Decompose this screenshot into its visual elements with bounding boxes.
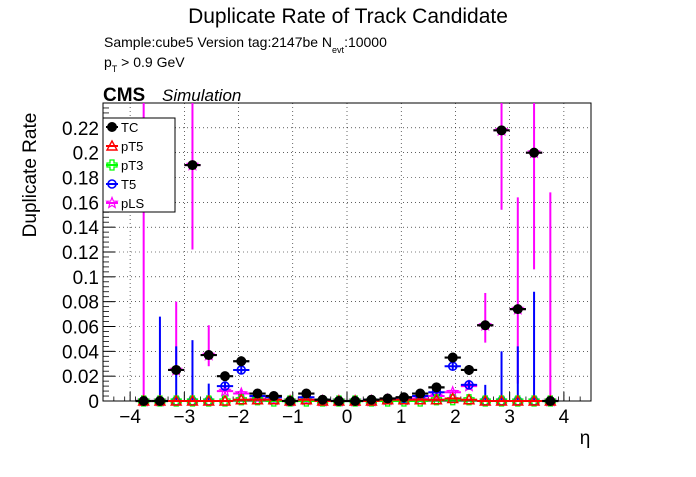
- data-point: [236, 356, 247, 367]
- data-point: [171, 364, 182, 375]
- x-tick-label: 0: [342, 407, 353, 428]
- data-point: [382, 393, 393, 404]
- data-point: [268, 391, 279, 402]
- legend: TC pT5 pT3 T5 pLS: [102, 117, 176, 213]
- y-tick-label: 0.14: [62, 218, 99, 239]
- legend-marker-pT5: [105, 139, 119, 151]
- data-point: [430, 393, 443, 405]
- data-point: [496, 125, 507, 136]
- pt-cut-tail: > 0.9 GeV: [117, 54, 185, 70]
- y-tick-label: 0.1: [73, 268, 99, 289]
- legend-marker-T5: [107, 179, 117, 189]
- data-point: [527, 394, 541, 406]
- grid: [103, 103, 591, 401]
- series-pLS: [135, 103, 559, 407]
- data-point: [138, 396, 149, 406]
- x-tick-label: 3: [504, 407, 515, 428]
- legend-label-TC: TC: [121, 120, 138, 135]
- simulation-label: Simulation: [162, 86, 241, 105]
- data-point: [462, 393, 476, 405]
- y-tick-label: 0: [88, 392, 99, 413]
- x-tick-label: −4: [119, 407, 141, 428]
- data-point: [512, 304, 523, 315]
- x-tick-label: −3: [173, 407, 195, 428]
- sample-info: Sample:cube5 Version tag:2147be Nevt:100…: [104, 34, 387, 55]
- data-point: [301, 388, 312, 399]
- data-point: [529, 147, 540, 158]
- legend-marker-pT3: [106, 159, 118, 171]
- pt-cut-p: p: [104, 54, 112, 70]
- data-point: [545, 396, 556, 406]
- series-layer: [135, 103, 559, 407]
- data-point: [480, 320, 491, 331]
- data-point: [414, 393, 427, 405]
- data-point: [366, 394, 377, 405]
- data-point: [464, 380, 474, 390]
- data-point: [220, 381, 230, 391]
- data-point: [251, 393, 264, 405]
- x-tick-label: −1: [282, 407, 304, 428]
- data-point: [187, 160, 198, 171]
- y-tick-label: 0.18: [62, 169, 99, 190]
- data-point: [202, 394, 215, 406]
- y-axis-title: Duplicate Rate: [20, 113, 41, 238]
- x-tick-label: 4: [559, 407, 570, 428]
- data-point: [154, 396, 165, 406]
- data-point: [431, 382, 442, 393]
- data-point: [285, 396, 296, 406]
- data-point: [495, 394, 508, 406]
- y-tick-label: 0.04: [62, 342, 99, 363]
- data-point: [218, 383, 232, 397]
- data-point: [203, 350, 214, 361]
- y-tick-label: 0.06: [62, 318, 99, 339]
- sample-info-sub: evt: [332, 45, 345, 55]
- legend-label-T5: T5: [121, 177, 136, 192]
- cms-label: CMS: [103, 85, 145, 106]
- pt-cut: pT > 0.9 GeV: [104, 54, 185, 74]
- data-point: [218, 394, 232, 406]
- y-tick-label: 0.08: [62, 293, 99, 314]
- x-tick-label: 1: [396, 407, 407, 428]
- pt-cut-sub: T: [112, 64, 118, 74]
- x-axis-title: η: [580, 428, 591, 449]
- data-point: [170, 394, 183, 406]
- data-point: [300, 393, 313, 405]
- data-point: [333, 396, 344, 406]
- x-tick-label: 2: [450, 407, 461, 428]
- x-tick-label: −2: [228, 407, 250, 428]
- data-point: [350, 396, 361, 406]
- data-point: [464, 364, 474, 375]
- data-point: [220, 371, 230, 382]
- series-TC: [135, 125, 559, 406]
- data-point: [479, 394, 492, 406]
- data-point: [252, 388, 263, 399]
- y-tick-label: 0.2: [73, 144, 99, 165]
- data-point: [398, 392, 409, 403]
- sample-info-main: Sample:cube5 Version tag:2147be N: [104, 34, 332, 50]
- y-tick-label: 0.12: [62, 243, 99, 264]
- data-point: [415, 388, 426, 399]
- data-point: [235, 393, 248, 405]
- legend-label-pT5: pT5: [121, 139, 143, 154]
- data-point: [186, 394, 199, 406]
- data-point: [446, 392, 459, 404]
- legend-marker-pLS: [105, 195, 119, 209]
- data-point: [447, 352, 458, 363]
- y-tick-label: 0.02: [62, 367, 99, 388]
- chart-title: Duplicate Rate of Track Candidate: [188, 5, 508, 28]
- y-tick-label: 0.22: [62, 119, 99, 140]
- sample-info-tail: :10000: [344, 34, 387, 50]
- legend-marker-TC: [107, 122, 117, 132]
- y-tick-label: 0.16: [62, 193, 99, 214]
- data-point: [317, 394, 328, 405]
- series-T5: [135, 291, 559, 406]
- legend-label-pLS: pLS: [121, 196, 144, 211]
- data-point: [511, 394, 524, 406]
- legend-label-pT3: pT3: [121, 158, 143, 173]
